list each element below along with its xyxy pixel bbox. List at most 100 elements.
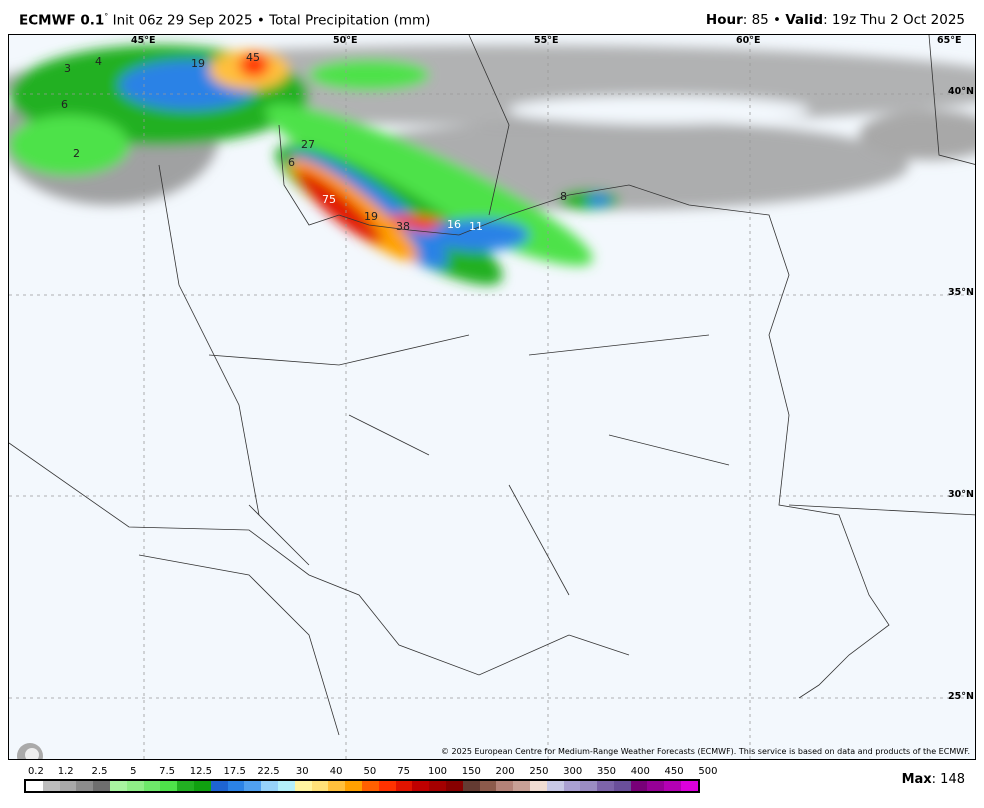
legend-tick: 40: [329, 766, 343, 777]
color-swatch: [496, 781, 514, 791]
lat-label: 40°N: [948, 86, 974, 97]
color-swatch: [227, 781, 245, 791]
legend-tick: 250: [529, 766, 549, 777]
color-swatch: [546, 781, 564, 791]
graticule: [9, 35, 975, 759]
precip-value: 27: [301, 138, 315, 151]
precip-value: 75: [322, 193, 336, 206]
map-title: ECMWF 0.1° Init 06z 29 Sep 2025 • Total …: [19, 12, 430, 29]
color-swatch: [328, 781, 346, 791]
logo-swirl-icon: [17, 743, 43, 759]
lon-label: 60°E: [736, 35, 761, 46]
valid-time: Hour: 85 • Valid: 19z Thu 2 Oct 2025: [706, 12, 965, 28]
legend-tick: 2.5: [91, 766, 108, 777]
color-swatch: [513, 781, 530, 791]
legend-tick: 1.2: [57, 766, 74, 777]
precip-value: 4: [95, 55, 102, 68]
color-swatch: [429, 781, 446, 791]
precipitation-map[interactable]: 45°E 50°E 55°E 60°E 65°E 40°N 35°N 30°N …: [8, 34, 976, 760]
degree-sign: °: [104, 12, 109, 21]
precip-value: 11: [469, 220, 483, 233]
color-swatch: [462, 781, 480, 791]
color-swatch: [479, 781, 497, 791]
color-swatch: [664, 781, 682, 791]
color-swatch: [26, 781, 43, 791]
init-and-field: Init 06z 29 Sep 2025 • Total Precipitati…: [108, 12, 431, 29]
precip-value: 8: [560, 190, 567, 203]
color-swatch: [109, 781, 127, 791]
lon-label: 55°E: [534, 35, 559, 46]
precip-value: 19: [191, 57, 205, 70]
legend-tick: 50: [363, 766, 377, 777]
color-swatch: [395, 781, 413, 791]
legend-tick: 200: [495, 766, 515, 777]
color-swatch: [143, 781, 161, 791]
color-swatch: [378, 781, 396, 791]
legend-tick: 500: [698, 766, 718, 777]
borders: [9, 35, 975, 736]
color-swatch: [59, 781, 77, 791]
precip-value: 6: [288, 156, 295, 169]
lon-label: 50°E: [333, 35, 358, 46]
lat-label: 35°N: [948, 287, 974, 298]
legend-tick: 7.5: [159, 766, 176, 777]
precip-value: 38: [396, 220, 410, 233]
color-swatch: [160, 781, 178, 791]
color-swatch: [193, 781, 211, 791]
lon-label: 45°E: [131, 35, 156, 46]
precip-value: 3: [64, 62, 71, 75]
legend-tick: 300: [563, 766, 583, 777]
legend-tick: 30: [295, 766, 309, 777]
precip-field: [9, 45, 975, 285]
legend-tick: 75: [397, 766, 411, 777]
legend-tick: 0.2: [27, 766, 44, 777]
lon-label: 65°E: [937, 35, 962, 46]
color-swatch: [261, 781, 278, 791]
lat-label: 25°N: [948, 691, 974, 702]
color-swatch: [563, 781, 581, 791]
legend-tick: 450: [664, 766, 684, 777]
color-swatch: [580, 781, 598, 791]
color-swatch: [244, 781, 262, 791]
max-label: Max: [901, 772, 932, 787]
color-swatch: [412, 781, 430, 791]
legend-tick: 17.5: [223, 766, 246, 777]
legend-tick-labels: 0.2 1.2 2.5 5 7.5 12.5 17.5 22.5 30 40 50 75 100 150 2…: [25, 766, 718, 778]
legend-tick: 22.5: [257, 766, 280, 777]
color-swatch: [445, 781, 463, 791]
map-canvas: [9, 35, 975, 759]
legend-tick: 150: [461, 766, 481, 777]
model-name: ECMWF 0.1: [19, 12, 105, 29]
valid-label: Valid: [785, 12, 824, 28]
precip-value: 16: [447, 218, 461, 231]
color-swatch: [361, 781, 379, 791]
legend-tick: 12.5: [189, 766, 213, 777]
lat-label: 30°N: [948, 489, 974, 500]
valid-value: : 19z Thu 2 Oct 2025: [823, 12, 965, 28]
precip-color-scale: [24, 779, 700, 793]
max-number: : 148: [931, 772, 965, 787]
legend-tick: 400: [630, 766, 650, 777]
color-swatch: [93, 781, 110, 791]
precip-value: 6: [61, 98, 68, 111]
legend-tick: 100: [427, 766, 448, 777]
copyright-notice: © 2025 European Centre for Medium-Range …: [441, 747, 970, 756]
legend-tick: 5: [130, 766, 137, 777]
color-swatch: [294, 781, 312, 791]
color-swatch: [681, 781, 698, 791]
precip-value: 19: [364, 210, 378, 223]
precip-value: 2: [73, 147, 80, 160]
color-swatch: [210, 781, 228, 791]
color-swatch: [630, 781, 648, 791]
legend-tick: 350: [596, 766, 617, 777]
color-swatch: [126, 781, 144, 791]
color-swatch: [311, 781, 329, 791]
color-swatch: [597, 781, 614, 791]
hour-value: : 85 •: [742, 12, 786, 28]
color-swatch: [529, 781, 547, 791]
color-swatch: [345, 781, 362, 791]
color-swatch: [42, 781, 60, 791]
color-swatch: [76, 781, 94, 791]
color-swatch: [177, 781, 194, 791]
